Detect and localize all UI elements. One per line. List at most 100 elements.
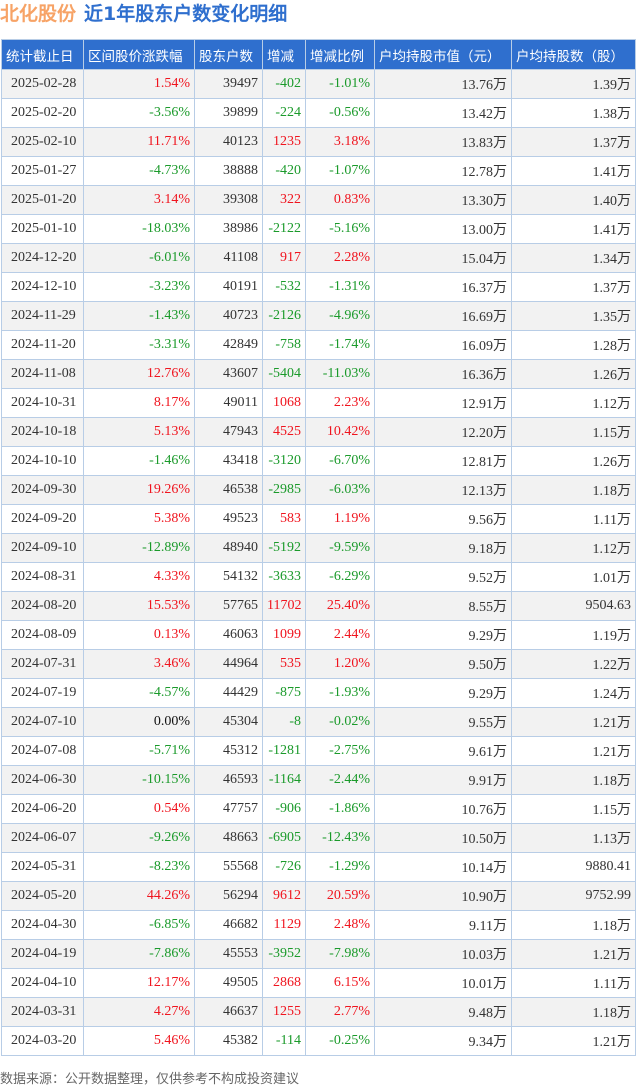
change-ratio-cell: -0.25% <box>305 1026 375 1056</box>
table-row: 2024-07-19 -4.57% 44429 -875 -1.93% 9.29万 1.24… <box>1 678 636 708</box>
change-cell: -532 <box>262 272 306 302</box>
table-row: 2024-09-10 -12.89% 48940 -5192 -9.59% 9.18万 1.… <box>1 533 636 563</box>
change-cell: 583 <box>262 504 306 534</box>
table-row: 2024-11-20 -3.31% 42849 -758 -1.74% 16.09万 1.2… <box>1 330 636 360</box>
avg-value-cell: 12.78万 <box>374 156 512 186</box>
table-row: 2024-09-20 5.38% 49523 583 1.19% 9.56万 1.11万 <box>1 504 636 534</box>
avg-shares-cell: 9504.63 <box>511 591 636 621</box>
holders-cell: 38986 <box>194 214 263 244</box>
avg-value-cell: 10.01万 <box>374 968 512 998</box>
column-header: 区间股价涨跌幅 <box>83 39 195 70</box>
price-change-cell: -4.73% <box>83 156 195 186</box>
change-cell: -114 <box>262 1026 306 1056</box>
change-ratio-cell: -11.03% <box>305 359 375 389</box>
date-cell: 2024-05-31 <box>1 852 84 882</box>
table-row: 2024-04-19 -7.86% 45553 -3952 -7.98% 10.03万 1.… <box>1 939 636 969</box>
holders-cell: 45304 <box>194 707 263 737</box>
price-change-cell: -6.85% <box>83 910 195 940</box>
avg-shares-cell: 1.37万 <box>511 127 636 157</box>
change-cell: -402 <box>262 69 306 99</box>
change-ratio-cell: 6.15% <box>305 968 375 998</box>
holders-cell: 49011 <box>194 388 263 418</box>
change-ratio-cell: -1.01% <box>305 69 375 99</box>
change-ratio-cell: 10.42% <box>305 417 375 447</box>
holders-cell: 44429 <box>194 678 263 708</box>
avg-value-cell: 9.52万 <box>374 562 512 592</box>
change-cell: -3952 <box>262 939 306 969</box>
holders-cell: 47943 <box>194 417 263 447</box>
table-row: 2024-06-30 -10.15% 46593 -1164 -2.44% 9.91万 1.… <box>1 765 636 795</box>
date-cell: 2024-08-31 <box>1 562 84 592</box>
holders-cell: 42849 <box>194 330 263 360</box>
change-cell: 1129 <box>262 910 306 940</box>
avg-value-cell: 9.29万 <box>374 620 512 650</box>
avg-value-cell: 9.11万 <box>374 910 512 940</box>
holders-cell: 56294 <box>194 881 263 911</box>
change-cell: 322 <box>262 185 306 215</box>
holders-cell: 46593 <box>194 765 263 795</box>
avg-value-cell: 12.20万 <box>374 417 512 447</box>
holders-cell: 54132 <box>194 562 263 592</box>
price-change-cell: 0.13% <box>83 620 195 650</box>
date-cell: 2024-08-20 <box>1 591 84 621</box>
change-ratio-cell: -1.86% <box>305 794 375 824</box>
date-cell: 2024-09-30 <box>1 475 84 505</box>
price-change-cell: -6.01% <box>83 243 195 273</box>
shareholder-table: 统计截止日 区间股价涨跌幅 股东户数 增减 增减比例 户均持股市值（元） 户均持股数（股） … <box>1 39 636 1056</box>
price-change-cell: -1.46% <box>83 446 195 476</box>
table-row: 2024-07-31 3.46% 44964 535 1.20% 9.50万 1.22万 <box>1 649 636 679</box>
holders-cell: 49523 <box>194 504 263 534</box>
holders-cell: 39497 <box>194 69 263 99</box>
change-cell: 2868 <box>262 968 306 998</box>
change-cell: 4525 <box>262 417 306 447</box>
change-cell: 11702 <box>262 591 306 621</box>
date-cell: 2024-10-18 <box>1 417 84 447</box>
change-cell: 1235 <box>262 127 306 157</box>
avg-value-cell: 13.42万 <box>374 98 512 128</box>
change-ratio-cell: 1.19% <box>305 504 375 534</box>
price-change-cell: 4.27% <box>83 997 195 1027</box>
date-cell: 2024-06-20 <box>1 794 84 824</box>
table-row: 2024-08-20 15.53% 57765 11702 25.40% 8.55万 950… <box>1 591 636 621</box>
price-change-cell: 5.46% <box>83 1026 195 1056</box>
table-row: 2024-04-30 -6.85% 46682 1129 2.48% 9.11万 1.18万 <box>1 910 636 940</box>
date-cell: 2024-05-20 <box>1 881 84 911</box>
change-cell: -5192 <box>262 533 306 563</box>
price-change-cell: 19.26% <box>83 475 195 505</box>
price-change-cell: 44.26% <box>83 881 195 911</box>
page-title: 北化股份 近1年股东户数变化明细 <box>0 0 287 30</box>
avg-shares-cell: 1.11万 <box>511 968 636 998</box>
price-change-cell: -7.86% <box>83 939 195 969</box>
change-ratio-cell: -0.56% <box>305 98 375 128</box>
change-ratio-cell: -1.74% <box>305 330 375 360</box>
avg-value-cell: 13.30万 <box>374 185 512 215</box>
change-ratio-cell: -6.29% <box>305 562 375 592</box>
footer-note: 数据来源：公开数据整理，仅供参考不构成投资建议 <box>0 1072 300 1087</box>
avg-shares-cell: 1.13万 <box>511 823 636 853</box>
avg-value-cell: 10.50万 <box>374 823 512 853</box>
column-header: 增减比例 <box>305 39 375 70</box>
date-cell: 2024-12-10 <box>1 272 84 302</box>
holders-cell: 39308 <box>194 185 263 215</box>
holders-cell: 45553 <box>194 939 263 969</box>
table-row: 2024-06-07 -9.26% 48663 -6905 -12.43% 10.50万 1… <box>1 823 636 853</box>
avg-shares-cell: 1.18万 <box>511 475 636 505</box>
change-cell: -2122 <box>262 214 306 244</box>
price-change-cell: 0.00% <box>83 707 195 737</box>
change-ratio-cell: -7.98% <box>305 939 375 969</box>
date-cell: 2024-03-31 <box>1 997 84 1027</box>
avg-value-cell: 9.91万 <box>374 765 512 795</box>
avg-value-cell: 9.48万 <box>374 997 512 1027</box>
table-row: 2025-02-10 11.71% 40123 1235 3.18% 13.83万 1.37… <box>1 127 636 157</box>
avg-value-cell: 12.91万 <box>374 388 512 418</box>
change-ratio-cell: -6.70% <box>305 446 375 476</box>
change-cell: 917 <box>262 243 306 273</box>
table-body: 2025-02-28 1.54% 39497 -402 -1.01% 13.76万 1.39… <box>1 69 636 1056</box>
column-header: 统计截止日 <box>1 39 84 70</box>
table-row: 2024-10-18 5.13% 47943 4525 10.42% 12.20万 1.15… <box>1 417 636 447</box>
date-cell: 2024-10-10 <box>1 446 84 476</box>
change-cell: 535 <box>262 649 306 679</box>
change-cell: -420 <box>262 156 306 186</box>
change-ratio-cell: 2.48% <box>305 910 375 940</box>
change-ratio-cell: 3.18% <box>305 127 375 157</box>
